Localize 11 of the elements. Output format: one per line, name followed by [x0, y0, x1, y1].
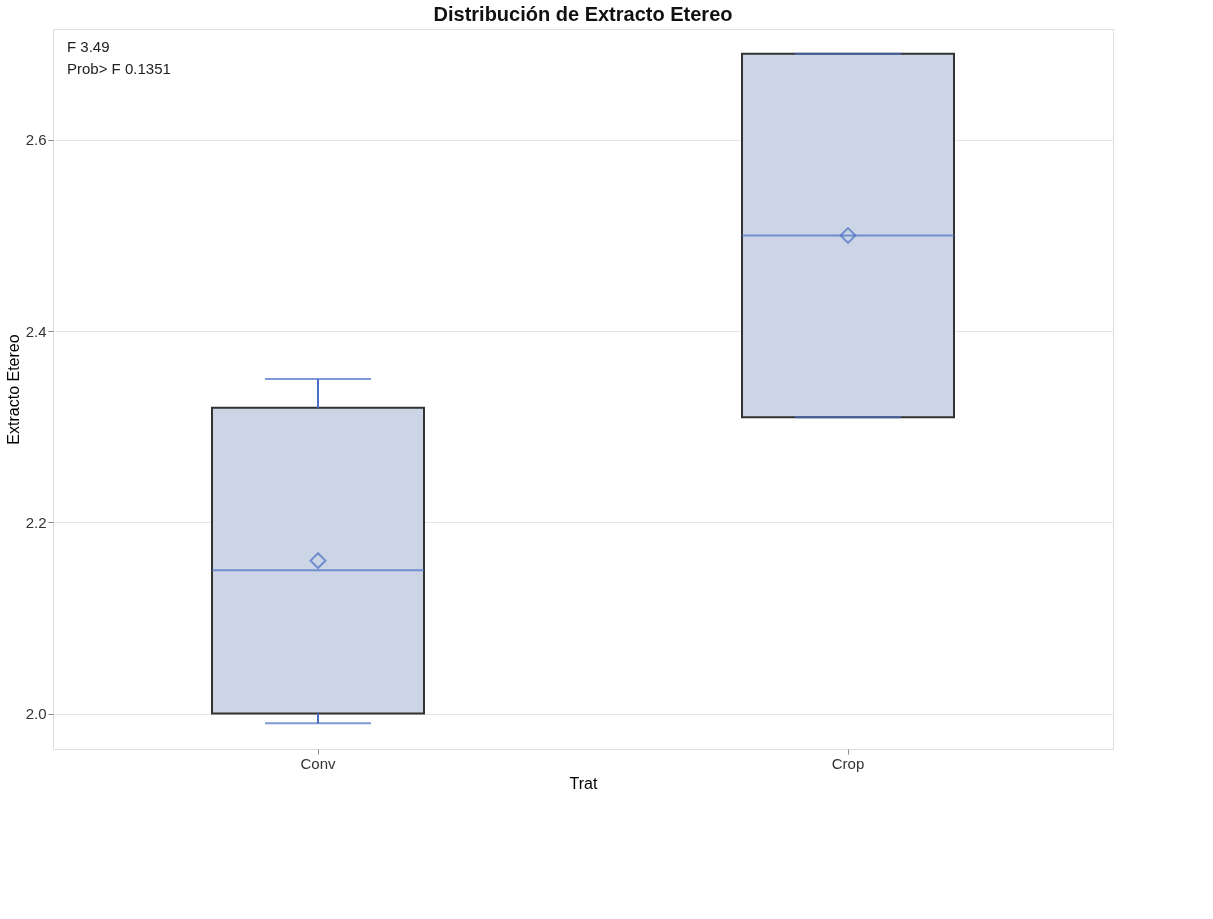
y-tick-label: 2.0 [25, 705, 47, 723]
y-tick-label: 2.2 [25, 513, 47, 531]
y-tick-label: 2.6 [25, 131, 47, 149]
x-axis-title: Trat [569, 774, 598, 792]
x-tick-label: Crop [831, 754, 865, 772]
chart-title: Distribución de Extracto Etereo [433, 3, 733, 25]
annotation: Prob> F 0.1351 [67, 60, 171, 77]
y-axis-title: Extracto Etereo [4, 334, 22, 445]
annotation: F 3.49 [67, 38, 110, 55]
x-tick-label: Conv [300, 754, 336, 772]
y-tick-label: 2.4 [25, 322, 47, 340]
